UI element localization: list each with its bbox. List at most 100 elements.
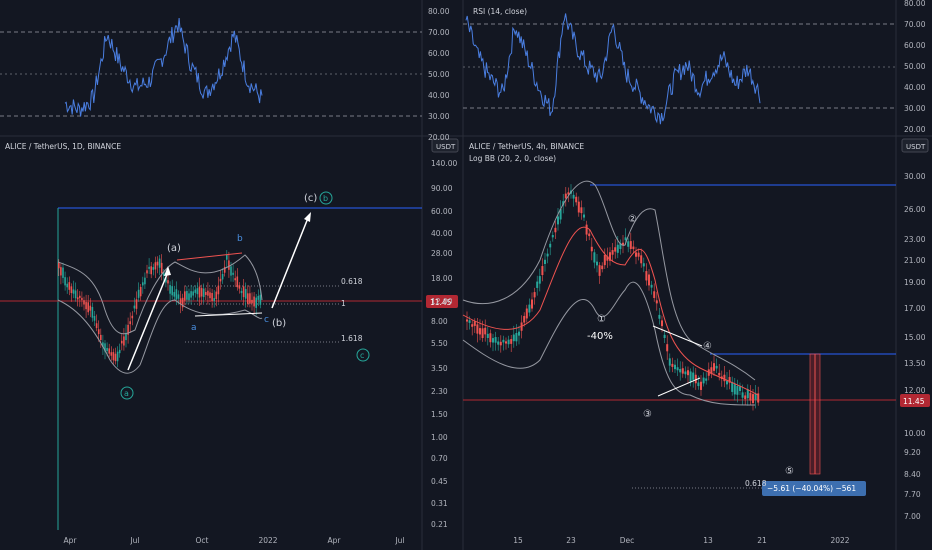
right-price-tick: 15.00 [904, 333, 926, 342]
left-time-tick: 2022 [258, 536, 277, 545]
left-time-tick: Oct [196, 536, 209, 545]
right-time-tick: 15 [513, 536, 523, 545]
candle [219, 278, 222, 282]
candle [148, 266, 150, 269]
candle [486, 333, 489, 338]
left-price-tag [426, 295, 458, 308]
left-rsi-line [64, 17, 263, 117]
candle [684, 371, 687, 375]
left-price-tick: 3.50 [431, 364, 448, 373]
candle [593, 252, 596, 263]
candle [505, 341, 507, 344]
candle [559, 209, 562, 220]
candle [705, 378, 708, 381]
candle [658, 314, 661, 319]
candle [146, 270, 148, 274]
candle [194, 289, 197, 293]
candle [108, 348, 110, 354]
candle [85, 302, 87, 310]
candle [163, 272, 165, 276]
candle [226, 254, 228, 260]
candle [179, 298, 182, 305]
candle [538, 276, 541, 284]
candle [518, 331, 520, 336]
candle [661, 320, 663, 327]
candle [190, 291, 192, 298]
candle [102, 342, 104, 348]
right-indicator-label: Log BB (20, 2, 0, close) [469, 154, 556, 163]
candle [240, 290, 243, 294]
candle [650, 284, 653, 288]
candle [648, 274, 650, 286]
right-price-tick: 21.00 [904, 256, 926, 265]
left-time-tick: Apr [64, 536, 78, 545]
candle [484, 327, 487, 335]
wave-3-label: ③ [643, 409, 652, 420]
candle [507, 339, 510, 345]
candle [726, 380, 728, 385]
candle [614, 247, 617, 252]
candle [489, 333, 492, 343]
wave-c-arrowhead [304, 212, 311, 222]
candle [492, 338, 494, 343]
candle [217, 285, 220, 295]
candle [200, 288, 203, 297]
candle [572, 194, 575, 199]
left-price-tick: 8.00 [431, 317, 448, 326]
wave-a-lower-label: a [191, 323, 197, 333]
candle [671, 363, 674, 367]
candle [76, 297, 79, 300]
candle [676, 367, 679, 371]
candle [118, 349, 121, 354]
candle [205, 292, 207, 295]
candle [619, 243, 622, 249]
candle [687, 370, 689, 376]
candle [749, 392, 752, 401]
candle [238, 285, 241, 289]
right-rsi-line [465, 13, 761, 125]
left-price-tick: 0.21 [431, 520, 448, 529]
candle [551, 235, 554, 238]
candle [629, 241, 632, 249]
wave-paren-a-label: (a) [167, 243, 181, 254]
candle [209, 292, 211, 299]
left-price-tick: 0.31 [431, 499, 448, 508]
candle [723, 374, 726, 382]
left-price-pane [0, 191, 422, 530]
fib-label-1618: 1.618 [341, 334, 363, 343]
candle [679, 368, 682, 373]
candle [215, 291, 218, 300]
right-price-tick: 10.00 [904, 429, 926, 438]
candle [575, 196, 578, 203]
candle [169, 285, 171, 294]
candle [70, 286, 73, 294]
candle [689, 371, 692, 383]
candle [60, 267, 62, 276]
candle [666, 344, 669, 352]
candle [715, 365, 718, 369]
left-rsi-tick: 60.00 [428, 49, 450, 58]
right-price-tick: 30.00 [904, 172, 926, 181]
right-rsi-tick: 70.00 [904, 20, 926, 29]
wave-paren-b-label: (b) [272, 318, 286, 329]
candle [757, 393, 760, 403]
wave-1-label: ① [597, 314, 606, 325]
candle [93, 316, 96, 321]
candle [692, 372, 695, 380]
left-rsi-tick: 30.00 [428, 112, 450, 121]
candle [471, 324, 474, 327]
candle [139, 286, 142, 297]
candle [198, 286, 201, 298]
left-rsi-tick: 40.00 [428, 91, 450, 100]
right-chart-title: ALICE / TetherUS, 4h, BINANCE [469, 142, 584, 151]
candle [622, 242, 624, 246]
left-time-tick: Apr [328, 536, 342, 545]
candle [611, 250, 614, 255]
wave-a-arrowhead [164, 266, 171, 276]
right-price-tick: 8.40 [904, 470, 921, 479]
candle [133, 305, 136, 309]
candle [655, 300, 658, 304]
fib-label-1: 1 [341, 299, 346, 308]
left-price-tick: 90.00 [431, 184, 453, 193]
wave-a-circle [120, 386, 134, 400]
